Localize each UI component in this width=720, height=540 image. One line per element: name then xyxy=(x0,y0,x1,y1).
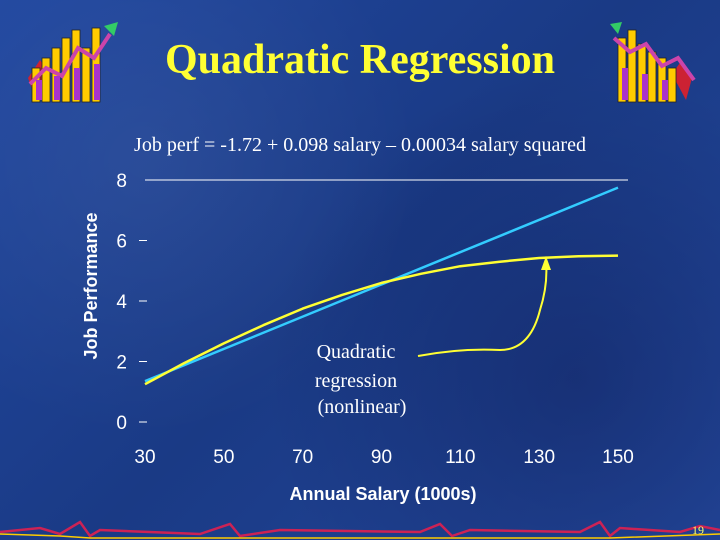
annotation-line-2: regression xyxy=(315,370,397,392)
chart-series xyxy=(144,186,619,386)
annotation-line-3: (nonlinear) xyxy=(318,396,407,418)
bar-chart-logo-icon xyxy=(28,22,118,103)
y-axis-label: Job Performance xyxy=(81,212,101,359)
x-tick-label: 30 xyxy=(134,447,155,468)
y-tick-label: 2 xyxy=(116,353,127,374)
y-tick-label: 4 xyxy=(116,292,127,313)
x-tick-label: 70 xyxy=(292,447,313,468)
annotation-arrowhead xyxy=(541,256,551,270)
y-tick-label: 8 xyxy=(116,171,127,192)
quadratic-regression-curve xyxy=(144,254,619,386)
x-tick-label: 50 xyxy=(213,447,234,468)
linear-regression-line xyxy=(144,186,619,383)
page-number: 19 xyxy=(692,523,704,537)
x-tick-label: 150 xyxy=(602,447,634,468)
y-tick-label: 6 xyxy=(116,232,127,253)
y-tick-label: 0 xyxy=(116,413,127,434)
x-tick-label: 110 xyxy=(445,447,475,468)
chart-axes: 0 2 4 6 8 30 50 70 90 110 130 150 Annual Salary (100… xyxy=(81,171,634,504)
x-axis-label: Annual Salary (1000s) xyxy=(289,484,476,504)
x-tick-label: 90 xyxy=(371,447,392,468)
x-tick-label: 130 xyxy=(523,447,555,468)
page-title: Quadratic Regression xyxy=(164,37,556,83)
annotation-arrow xyxy=(417,261,548,357)
bottom-decoration xyxy=(0,520,720,539)
bar-chart-logo-icon xyxy=(610,22,696,103)
regression-equation: Job perf = -1.72 + 0.098 salary – 0.0003… xyxy=(134,134,586,156)
annotation-line-1: Quadratic xyxy=(317,341,396,363)
